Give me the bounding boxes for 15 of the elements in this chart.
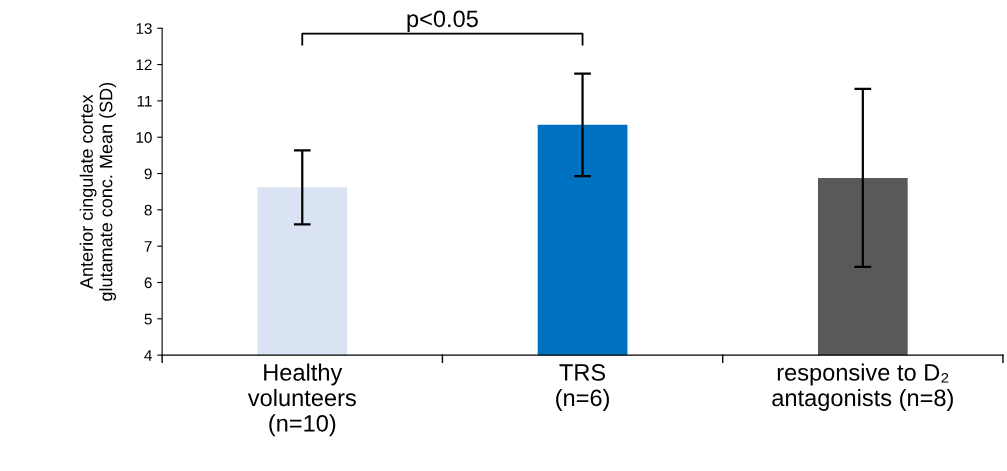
y-axis-title: Anterior cingulate cortex glutamate conc. Mean (SD) [79, 82, 116, 301]
y-tick-label: 9 [144, 168, 152, 180]
y-tick-label: 13 [136, 23, 152, 34]
x-tick-label: TRS (n=6) [556, 364, 609, 411]
y-tick-label: 11 [137, 95, 152, 107]
y-tick-label: 10 [136, 132, 152, 143]
x-tick-label: Healthy volunteers (n=10) [247, 363, 356, 437]
y-tick-label: 7 [144, 241, 152, 252]
y-tick-label: 4 [144, 350, 152, 361]
annotation: p<0.05 [407, 10, 478, 32]
y-tick-label: 6 [144, 277, 152, 289]
y-tick-label: 12 [136, 59, 152, 71]
x-tick-label: responsive to D₂ antagonists (n=8) [772, 363, 953, 411]
y-tick-label: 8 [144, 204, 152, 216]
y-tick-label: 5 [144, 313, 152, 325]
